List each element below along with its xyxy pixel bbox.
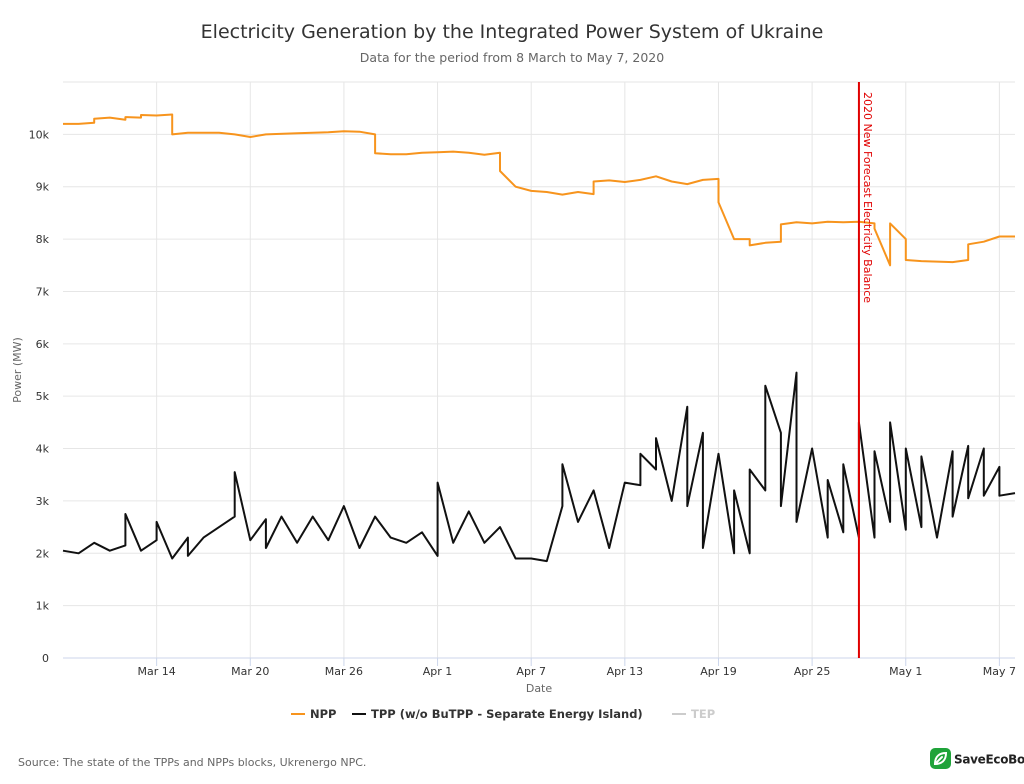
- forecast-plot-line-label: 2020 New Forecast Electricity Balance: [861, 92, 874, 303]
- chart-title: Electricity Generation by the Integrated…: [201, 21, 824, 43]
- x-axis-ticks: Mar 14 Mar 20 Mar 26 Apr 1 Apr 7 Apr 13 Apr 19…: [138, 658, 1016, 678]
- y-tick-label: 7k: [36, 285, 50, 298]
- y-tick-label: 10k: [29, 128, 50, 141]
- chart-subtitle: Data for the period from 8 March to May …: [360, 50, 664, 65]
- legend-label: TEP: [691, 707, 715, 721]
- y-axis-label: Power (MW): [11, 337, 24, 403]
- legend-label: TPP (w/o BuTPP - Separate Energy Island): [371, 707, 643, 721]
- series-line-1: [62, 371, 1016, 563]
- brand-logo[interactable]: SaveEcoBot: [930, 748, 1024, 769]
- y-tick-label: 3k: [36, 495, 50, 508]
- y-tick-label: 4k: [36, 443, 50, 456]
- y-tick-label: 0: [42, 652, 49, 665]
- x-tick-label: Apr 19: [700, 665, 737, 678]
- brand-logo-text: SaveEcoBot: [954, 753, 1024, 767]
- x-tick-label: May 1: [889, 665, 922, 678]
- source-credit: Source: The state of the TPPs and NPPs b…: [18, 756, 366, 769]
- x-tick-label: Mar 26: [325, 665, 363, 678]
- x-tick-label: Mar 20: [231, 665, 269, 678]
- leaf-icon: [933, 751, 948, 766]
- legend-item-0[interactable]: NPP: [291, 707, 336, 721]
- x-tick-label: May 7: [983, 665, 1016, 678]
- y-tick-label: 6k: [36, 338, 50, 351]
- legend-item-1[interactable]: TPP (w/o BuTPP - Separate Energy Island): [352, 707, 643, 721]
- legend-label: NPP: [310, 707, 336, 721]
- x-axis-label: Date: [526, 682, 553, 695]
- series-layer: [62, 113, 1016, 563]
- grid: [63, 81, 1015, 658]
- y-tick-label: 1k: [36, 600, 50, 613]
- x-tick-label: Apr 25: [794, 665, 831, 678]
- legend-item-2[interactable]: TEP: [672, 707, 715, 721]
- legend: NPP TPP (w/o BuTPP - Separate Energy Isla…: [291, 707, 715, 721]
- y-tick-label: 8k: [36, 233, 50, 246]
- x-tick-label: Apr 1: [423, 665, 453, 678]
- x-tick-label: Apr 7: [516, 665, 546, 678]
- y-tick-label: 5k: [36, 390, 50, 403]
- x-tick-label: Mar 14: [138, 665, 176, 678]
- y-tick-label: 2k: [36, 547, 50, 560]
- y-axis-ticks: 0 1k 2k 3k 4k 5k 6k 7k 8k 9k 10k: [29, 128, 50, 665]
- series-line-0: [63, 113, 1015, 267]
- y-tick-label: 9k: [36, 181, 50, 194]
- x-tick-label: Apr 13: [607, 665, 644, 678]
